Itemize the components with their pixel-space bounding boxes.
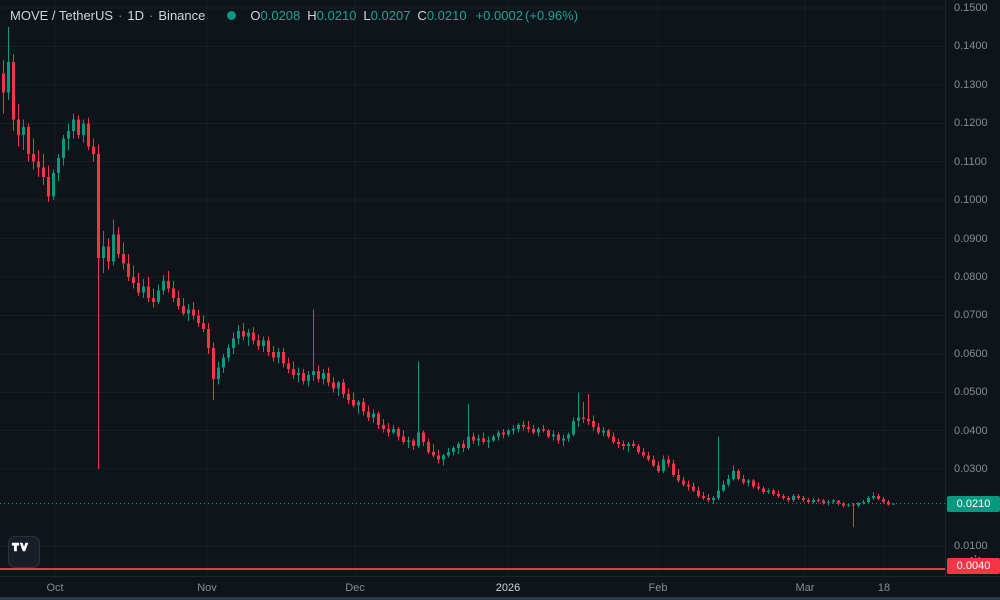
ohlc-high-value: 0.0210 xyxy=(316,8,357,23)
ohlc-open: O0.0208 xyxy=(250,8,301,23)
price-tick-label: 0.1100 xyxy=(954,155,987,168)
interval-label[interactable]: 1D xyxy=(127,8,145,23)
chart-pane[interactable]: MOVE / TetherUS · 1D · Binance O0.0208 H… xyxy=(0,0,945,576)
market-status-dot[interactable] xyxy=(227,11,237,20)
price-tick-label: 0.1400 xyxy=(954,40,988,53)
ohlc-close: C0.0210 xyxy=(417,8,467,23)
price-axis[interactable]: 0.0210 0.0040 0.1500 0.1400 0.1300 0.1200 0.… xyxy=(945,0,1000,576)
change-value: +0.0002 xyxy=(475,8,523,23)
price-tick-label: 0.0400 xyxy=(954,424,988,437)
ohlc-low-value: 0.0207 xyxy=(370,8,411,23)
legend-separator: · xyxy=(118,8,123,23)
time-tick-label: 18 xyxy=(877,582,891,594)
price-tick-label: 0.1500 xyxy=(954,2,988,14)
price-tick-label: 0.0700 xyxy=(954,309,988,322)
price-tick-label: 0.0900 xyxy=(954,232,988,245)
price-tick-label: 0.0100 xyxy=(954,540,988,552)
time-tick-label: Nov xyxy=(197,582,217,594)
symbol-title[interactable]: MOVE / TetherUS xyxy=(10,8,114,23)
alert-price-badge: 0.0040 xyxy=(947,558,1000,574)
current-price-badge: 0.0210 xyxy=(947,495,1000,512)
price-tick-label: 0.0300 xyxy=(954,463,988,476)
change-percent: (+0.96%) xyxy=(524,8,579,23)
price-tick-label: 0.1200 xyxy=(954,117,988,130)
time-tick-label: Feb xyxy=(648,582,668,594)
ohlc-open-value: 0.0208 xyxy=(260,8,301,23)
time-tick-label: Dec xyxy=(345,582,365,594)
legend-separator: · xyxy=(149,8,154,23)
ohlc-close-value: 0.0210 xyxy=(426,8,467,23)
time-tick-label: Mar xyxy=(795,582,815,594)
ohlc-high: H0.0210 xyxy=(307,8,357,23)
price-tick-label: 0.0600 xyxy=(954,347,988,360)
tradingview-logo[interactable] xyxy=(8,536,40,568)
time-tick-label: 2026 xyxy=(495,582,521,594)
exchange-label[interactable]: Binance xyxy=(158,8,206,23)
candlestick-chart[interactable] xyxy=(0,0,945,576)
tradingview-logo-icon xyxy=(11,542,29,552)
price-tick-label: 0.1000 xyxy=(954,194,988,207)
time-tick-label: Oct xyxy=(46,582,64,594)
symbol-legend[interactable]: MOVE / TetherUS · 1D · Binance O0.0208 H… xyxy=(10,8,578,23)
price-tick-label: 0.0500 xyxy=(954,386,988,399)
time-axis[interactable]: Oct Nov Dec 2026 Feb Mar 18 xyxy=(0,576,1000,600)
price-tick-label: 0.1300 xyxy=(954,78,988,91)
price-tick-label: 0.0800 xyxy=(954,271,988,283)
ohlc-low: L0.0207 xyxy=(363,8,411,23)
